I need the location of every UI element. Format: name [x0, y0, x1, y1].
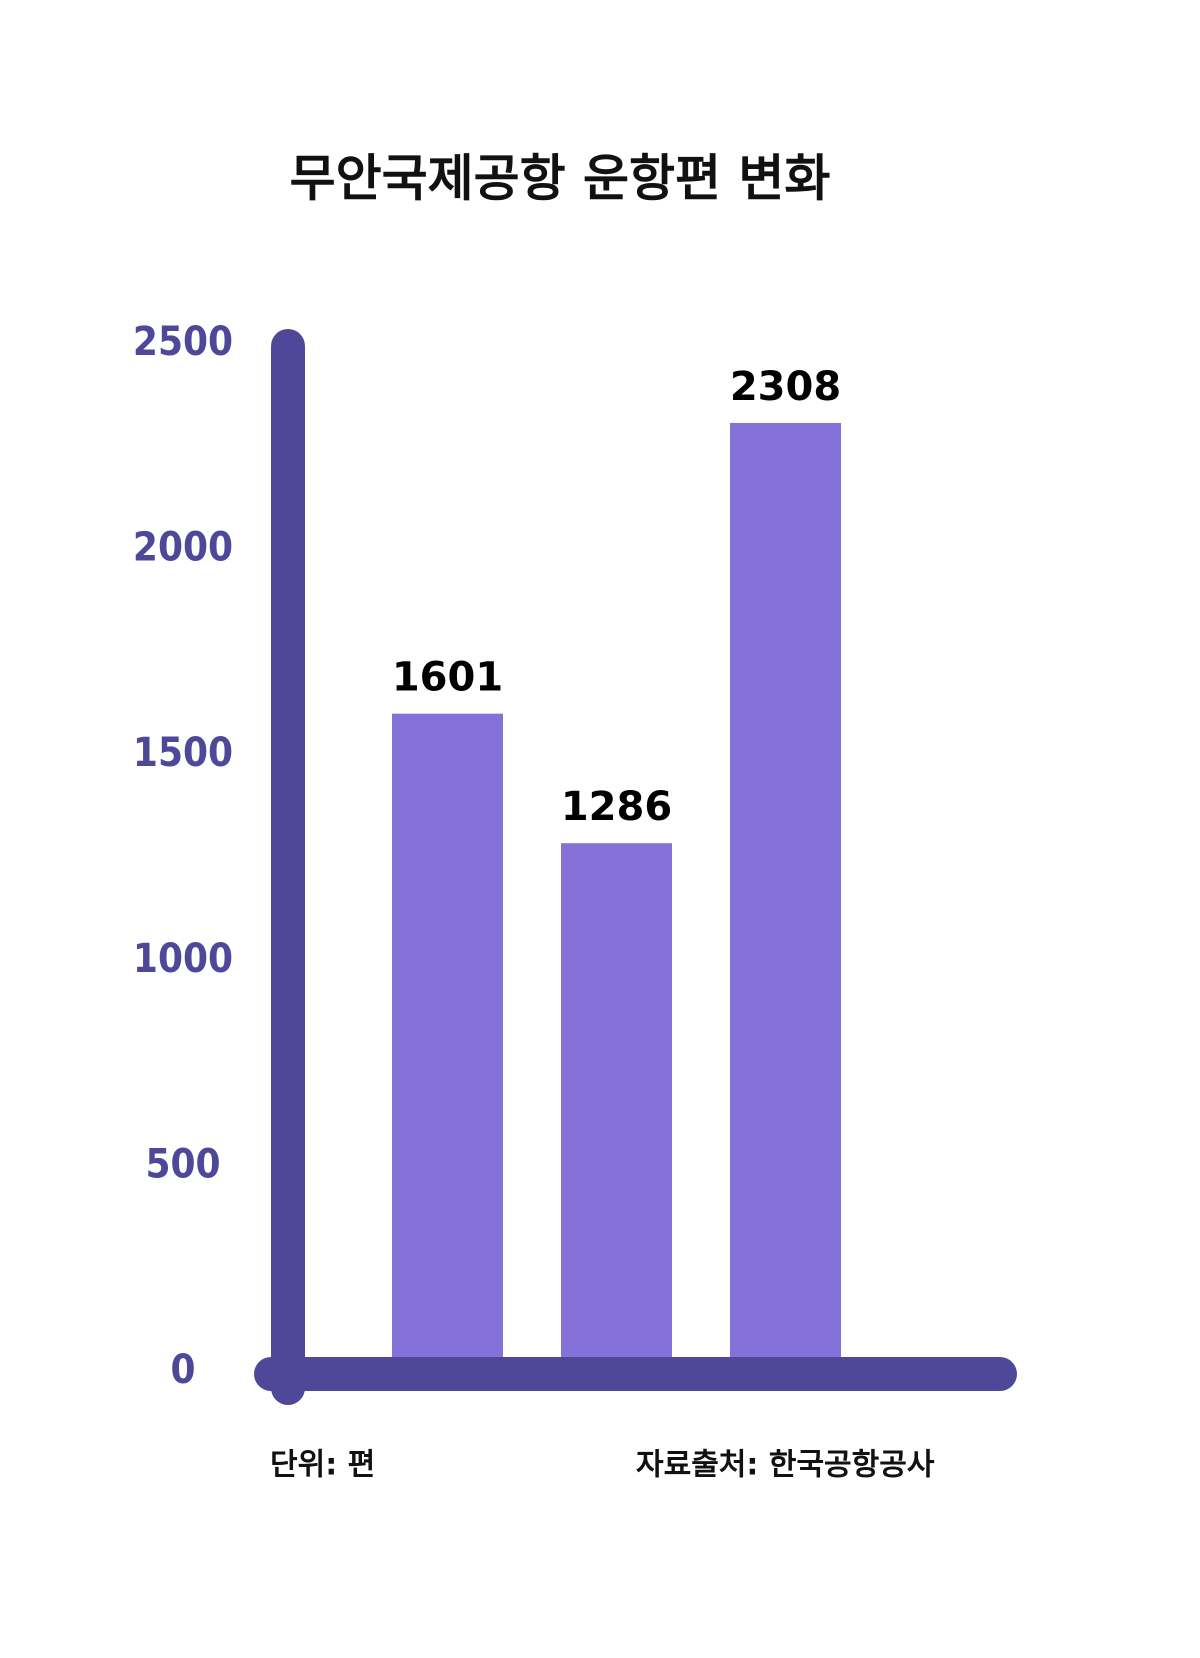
y-tick-label: 1500	[133, 730, 233, 776]
y-tick-label: 2500	[133, 319, 233, 365]
y-tick-label: 2000	[133, 525, 233, 571]
source-note: 자료출처: 한국공항공사	[636, 1448, 935, 1483]
value-label: 1601	[392, 655, 503, 701]
plot-area: 0 500 1000 1500 2000 2500 1601 1286 2308	[133, 319, 1017, 1405]
value-label: 1286	[561, 784, 672, 830]
y-tick-label: 0	[170, 1347, 195, 1393]
value-label: 2308	[730, 364, 841, 410]
chart-title: 무안국제공항 운항편 변화	[290, 150, 831, 208]
bar	[392, 713, 503, 1372]
bar	[561, 843, 672, 1372]
unit-note: 단위: 편	[270, 1448, 375, 1483]
y-tick-label: 500	[145, 1141, 220, 1187]
y-tick-label: 1000	[133, 936, 233, 982]
axis-corner	[271, 1357, 305, 1391]
bar	[730, 422, 841, 1372]
